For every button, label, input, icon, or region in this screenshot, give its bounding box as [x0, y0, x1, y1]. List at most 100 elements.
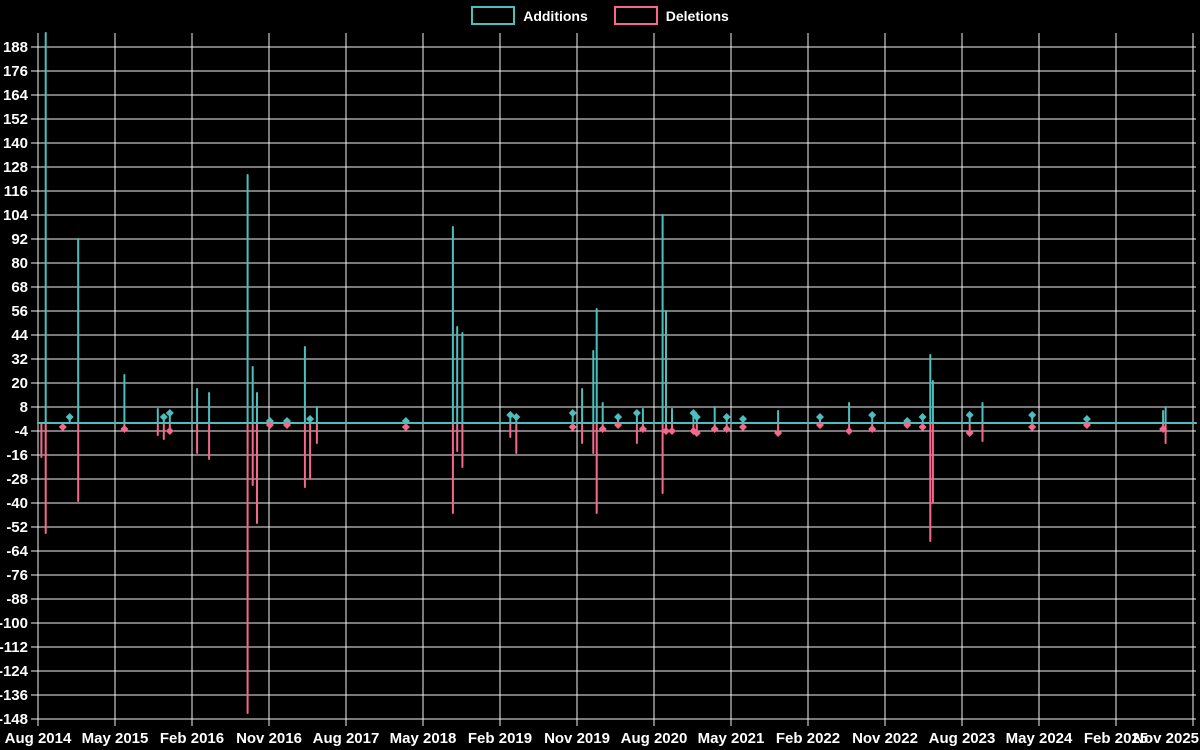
- legend-item-additions: Additions: [471, 6, 588, 25]
- y-tick-label: -16: [6, 447, 28, 464]
- y-tick-label: 20: [11, 375, 28, 392]
- deletions-marker: [265, 421, 274, 429]
- deletions-marker: [722, 425, 731, 433]
- x-tick-label: Aug 2023: [929, 730, 996, 747]
- additions-swatch: [471, 6, 516, 25]
- additions-series: [37, 32, 1197, 424]
- y-tick-label: 188: [3, 39, 28, 56]
- x-tick-label: May 2021: [698, 730, 765, 747]
- deletions-marker: [1082, 421, 1091, 429]
- y-tick-label: 104: [3, 207, 29, 224]
- deletions-marker: [692, 429, 701, 437]
- additions-marker: [568, 409, 577, 417]
- additions-marker: [306, 415, 315, 423]
- x-tick-label: Nov 2016: [236, 730, 302, 747]
- y-tick-label: -52: [6, 519, 28, 536]
- additions-marker: [965, 411, 974, 419]
- y-tick-label: -112: [0, 639, 28, 656]
- deletions-marker: [965, 429, 974, 437]
- additions-marker: [739, 415, 747, 423]
- y-tick-label: -76: [6, 567, 28, 584]
- vertical-gridlines: [37, 33, 1194, 719]
- additions-marker: [868, 411, 877, 419]
- y-tick-label: -64: [6, 543, 28, 560]
- additions-marker: [165, 409, 174, 417]
- additions-marker: [401, 417, 410, 425]
- deletions-marker: [638, 425, 647, 433]
- x-tick-label: Feb 2019: [468, 730, 532, 747]
- additions-marker: [918, 413, 927, 421]
- legend-label-deletions: Deletions: [665, 7, 729, 24]
- x-axis: Aug 2014 May 2015 Feb 2016 Nov 2016 Aug 2017…: [5, 719, 1199, 747]
- legend-label-additions: Additions: [523, 7, 588, 24]
- y-tick-label: 8: [20, 399, 28, 416]
- y-tick-label: 92: [11, 231, 28, 248]
- x-tick-label: May 2015: [82, 730, 149, 747]
- legend-item-deletions: Deletions: [613, 6, 729, 25]
- additions-marker: [1082, 415, 1091, 423]
- y-tick-label: 164: [3, 87, 29, 104]
- deletions-marker: [662, 427, 670, 435]
- deletions-marker: [598, 425, 607, 433]
- x-tick-label: Aug 2017: [313, 730, 380, 747]
- deletions-marker: [774, 429, 783, 437]
- deletions-marker: [568, 423, 577, 431]
- x-tick-label: Nov 2022: [852, 730, 918, 747]
- deletions-marker: [1028, 423, 1037, 431]
- y-tick-label: 152: [3, 111, 28, 128]
- y-tick-label: 116: [4, 183, 28, 200]
- deletions-marker: [120, 425, 129, 433]
- deletions-swatch: [613, 6, 658, 25]
- x-tick-label: Nov 2019: [544, 730, 610, 747]
- y-tick-label: -100: [0, 615, 28, 632]
- y-tick-label: 128: [3, 159, 28, 176]
- additions-marker: [1028, 411, 1037, 419]
- deletions-marker: [165, 427, 174, 435]
- deletions-series: [37, 422, 1197, 714]
- additions-marker: [632, 409, 641, 417]
- y-tick-label: 80: [11, 255, 28, 272]
- y-axis: 188 176 164 152 140 128 116 104 92 80 68 56 44 32 20 8 -…: [0, 39, 1196, 728]
- additions-marker: [159, 413, 168, 421]
- y-tick-label: -28: [6, 471, 28, 488]
- deletions-marker: [868, 425, 877, 433]
- deletions-marker: [58, 423, 67, 431]
- additions-marker: [722, 413, 731, 421]
- deletions-marker: [710, 425, 719, 433]
- deletions-marker: [903, 421, 912, 429]
- point-markers: [58, 409, 1168, 437]
- y-tick-label: -40: [6, 495, 28, 512]
- deletions-marker: [283, 421, 291, 429]
- deletions-marker: [668, 427, 676, 435]
- y-tick-label: 68: [11, 279, 28, 296]
- additions-marker: [512, 413, 521, 421]
- x-tick-label: Nov 2025: [1133, 730, 1199, 747]
- y-tick-label: -124: [0, 663, 29, 680]
- deletions-marker: [739, 423, 747, 431]
- deletions-marker: [401, 423, 410, 431]
- deletions-marker: [614, 421, 623, 429]
- y-tick-label: -136: [0, 687, 28, 704]
- y-tick-label: 176: [3, 63, 28, 80]
- x-tick-label: May 2018: [390, 730, 457, 747]
- y-tick-label: -4: [15, 423, 29, 440]
- x-tick-label: May 2024: [1006, 730, 1073, 747]
- y-tick-label: -88: [6, 591, 28, 608]
- deletions-marker: [918, 423, 927, 431]
- additions-marker: [692, 413, 701, 421]
- y-tick-label: 56: [11, 303, 28, 320]
- x-tick-label: Feb 2022: [776, 730, 840, 747]
- deletions-marker: [1159, 425, 1168, 433]
- additions-marker: [614, 413, 623, 421]
- x-tick-label: Feb 2025: [1084, 730, 1148, 747]
- y-tick-label: -148: [0, 711, 28, 728]
- deletions-marker: [816, 421, 824, 429]
- y-tick-label: 140: [3, 135, 28, 152]
- x-tick-label: Feb 2016: [160, 730, 224, 747]
- additions-marker: [816, 413, 824, 421]
- x-tick-label: Aug 2014: [5, 730, 72, 747]
- y-tick-label: 44: [11, 327, 28, 344]
- deletions-marker: [845, 427, 854, 435]
